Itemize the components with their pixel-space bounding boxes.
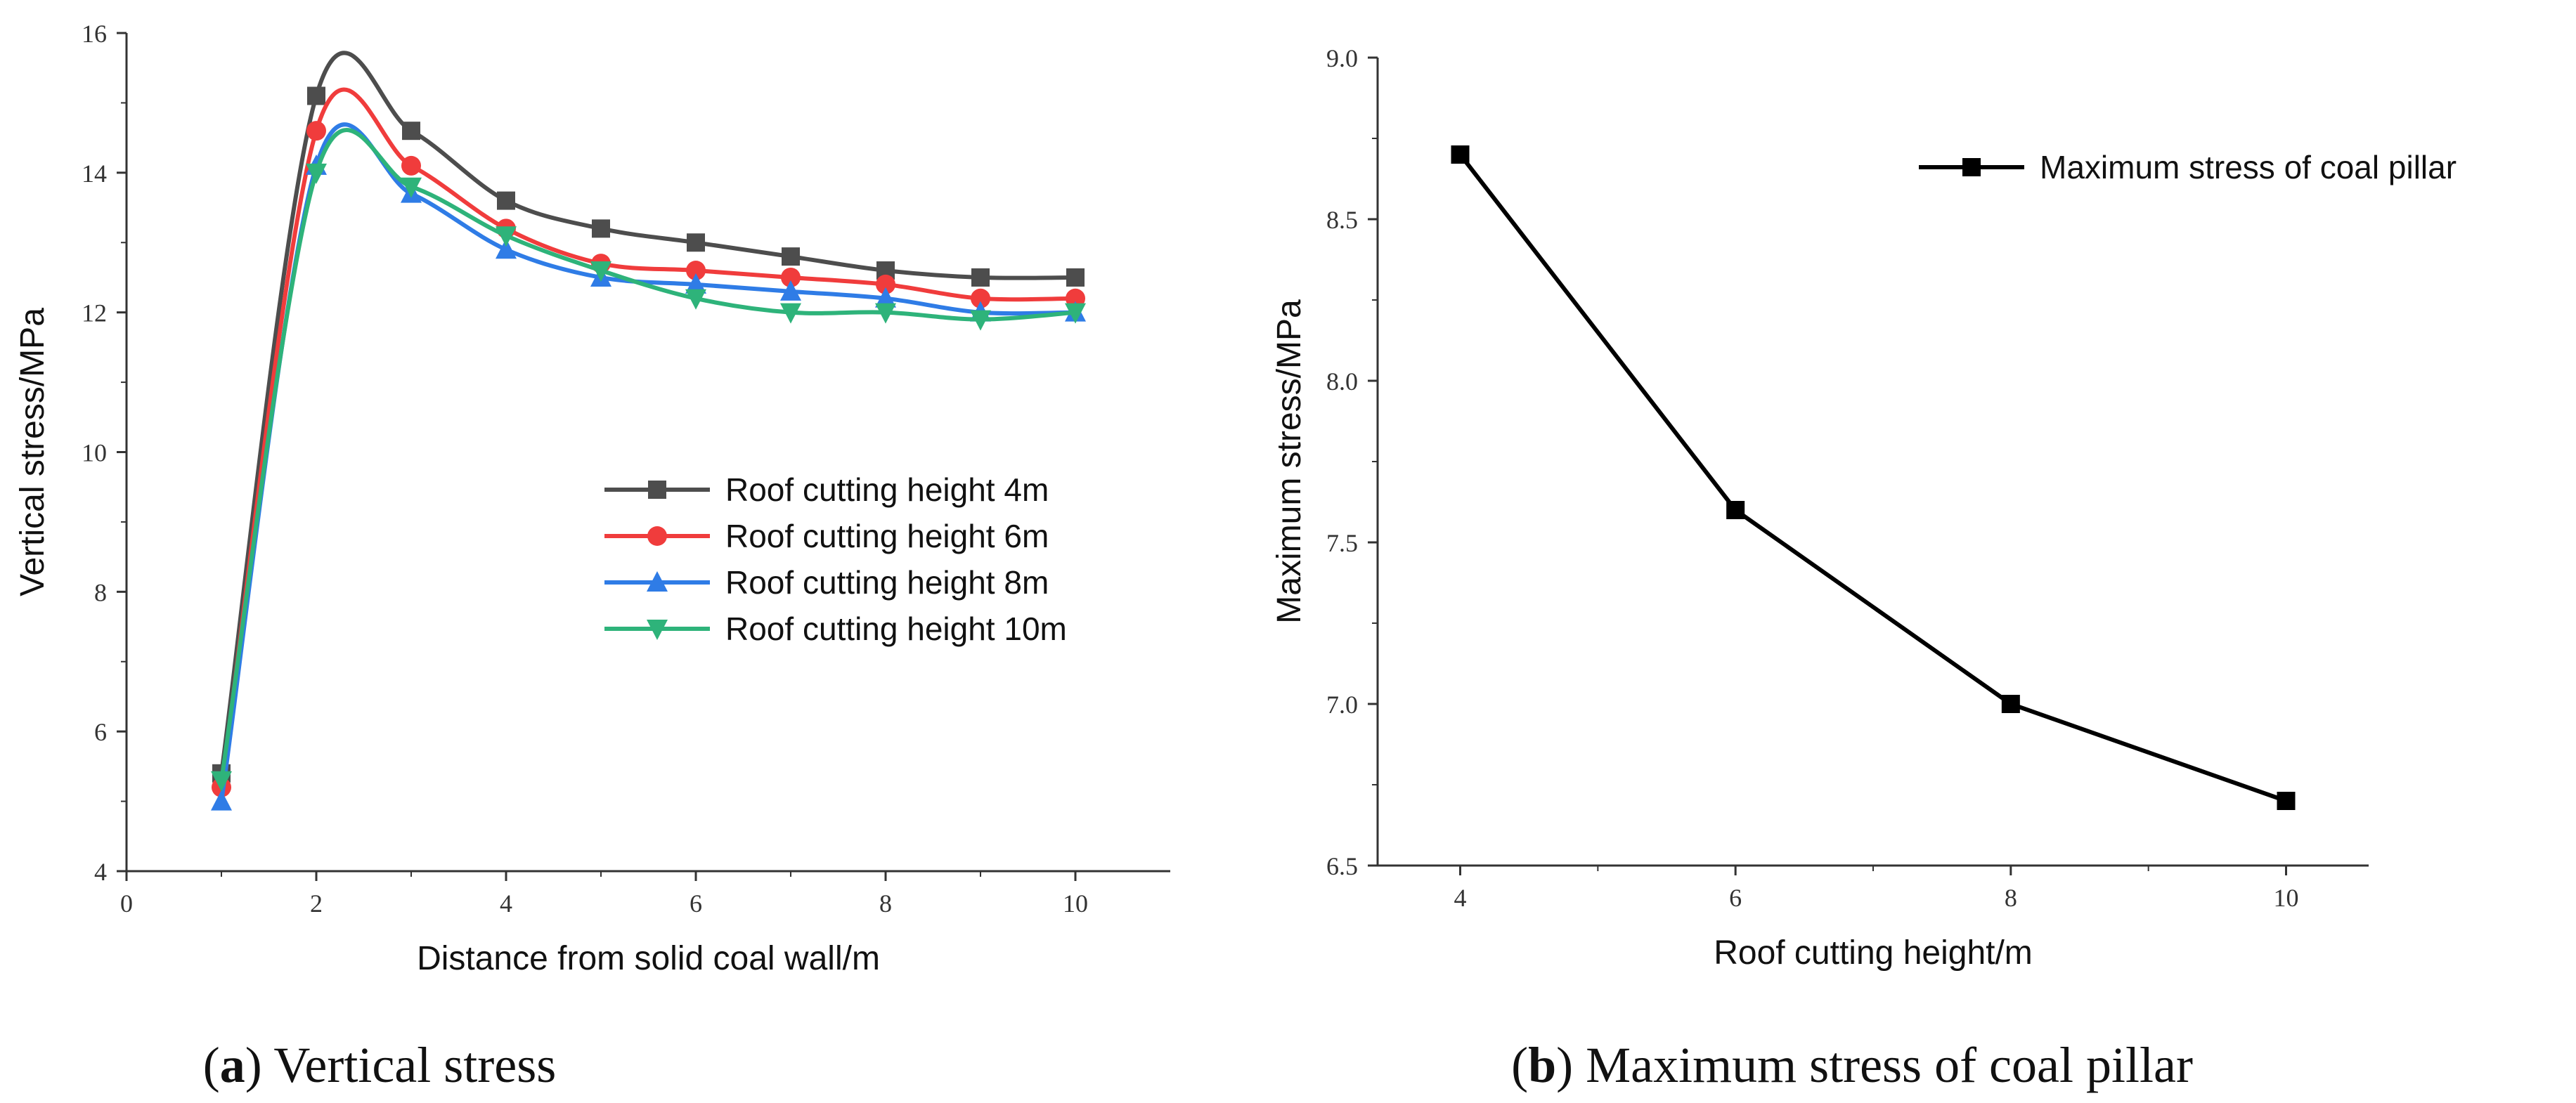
- data-point: [592, 219, 610, 238]
- data-point: [1065, 303, 1086, 324]
- legend-item: Maximum stress of coal pillar: [1919, 149, 2457, 185]
- data-point: [307, 86, 325, 105]
- legend-item: Roof cutting height 6m: [604, 518, 1049, 554]
- data-point: [401, 155, 421, 176]
- y-tick-label: 8.0: [1326, 367, 1358, 396]
- series-line-4: [219, 128, 1076, 781]
- data-point: [971, 268, 990, 287]
- x-tick-label: 6: [690, 889, 702, 918]
- data-point: [1726, 501, 1745, 519]
- legend-label: Roof cutting height 4m: [725, 471, 1049, 508]
- x-axis-title: Roof cutting height/m: [1714, 934, 2033, 972]
- caption-a-text: Vertical stress: [273, 1037, 556, 1093]
- x-tick-label: 10: [1063, 889, 1088, 918]
- y-tick-label: 9.0: [1326, 44, 1358, 72]
- x-tick-label: 2: [310, 889, 323, 918]
- y-tick-label: 8.5: [1326, 206, 1358, 234]
- caption-b: (b) Maximum stress of coal pillar: [1511, 1037, 2193, 1093]
- data-point: [211, 771, 232, 792]
- legend-label: Roof cutting height 6m: [725, 518, 1049, 554]
- data-point: [685, 289, 706, 310]
- data-point: [211, 790, 232, 811]
- x-tick-label: 0: [120, 889, 133, 918]
- data-point: [2277, 792, 2296, 810]
- series-line-1: [219, 51, 1076, 774]
- legend-item: Roof cutting height 10m: [604, 611, 1067, 647]
- y-axis-title: Vertical stress/MPa: [14, 308, 51, 596]
- data-point: [401, 177, 422, 198]
- legend-swatch-marker: [648, 481, 666, 499]
- caption-a: (a) Vertical stress: [203, 1037, 557, 1093]
- y-tick-label: 14: [82, 159, 107, 188]
- series-line-2: [219, 87, 1076, 788]
- x-tick-label: 4: [1454, 884, 1467, 912]
- legend-item: Roof cutting height 4m: [604, 471, 1049, 508]
- legend-label: Roof cutting height 8m: [725, 564, 1049, 601]
- data-point: [875, 303, 896, 324]
- legend-label: Roof cutting height 10m: [725, 611, 1067, 647]
- legend-swatch-marker: [1962, 158, 1981, 176]
- chart-panel-maximum-stress: 4 6 8 10 6.5 7.0 7.5 8.0 8.5 9.0 Roof cutting heig…: [1271, 44, 2457, 972]
- x-tick-label: 8: [2005, 884, 2017, 912]
- data-point: [970, 310, 991, 331]
- legend-swatch-marker: [647, 620, 668, 640]
- x-tick-label: 6: [1729, 884, 1742, 912]
- data-point: [782, 247, 800, 266]
- data-point: [686, 261, 706, 281]
- caption-a-letter: a: [220, 1037, 245, 1093]
- y-tick-label: 4: [94, 858, 107, 886]
- data-point: [306, 163, 327, 184]
- data-point: [971, 288, 990, 308]
- legend-swatch-marker: [647, 526, 667, 546]
- caption-b-text: Maximum stress of coal pillar: [1586, 1037, 2193, 1093]
- y-axis-title: Maximum stress/MPa: [1271, 299, 1308, 624]
- data-point: [2001, 695, 2020, 713]
- data-point: [875, 287, 896, 308]
- caption-b-letter: b: [1528, 1037, 1556, 1093]
- y-tick-label: 8: [94, 578, 107, 606]
- x-tick-label: 4: [500, 889, 512, 918]
- y-tick-label: 16: [82, 20, 107, 48]
- chart-panel-vertical-stress: 0 2 4 6 8 10 4 6 8 10 12 14 16 Distance from solid co…: [14, 20, 1170, 977]
- legend-swatch-marker: [647, 571, 668, 592]
- data-point: [306, 121, 326, 141]
- y-tick-label: 7.5: [1326, 529, 1358, 557]
- y-tick-label: 7.0: [1326, 691, 1358, 719]
- data-point: [496, 226, 517, 247]
- data-point: [497, 191, 515, 210]
- data-point: [402, 122, 420, 141]
- data-point: [781, 267, 801, 287]
- legend-item: Roof cutting height 8m: [604, 564, 1049, 601]
- data-point: [780, 303, 801, 324]
- data-point: [1451, 145, 1470, 164]
- data-point: [687, 233, 705, 252]
- y-tick-label: 6: [94, 718, 107, 746]
- x-tick-label: 10: [2274, 884, 2299, 912]
- series-line-3: [219, 122, 1076, 802]
- x-tick-label: 8: [879, 889, 892, 918]
- data-point: [685, 273, 706, 294]
- x-axis-title: Distance from solid coal wall/m: [417, 940, 880, 977]
- legend-label: Maximum stress of coal pillar: [2040, 149, 2457, 185]
- series-line-1: [1458, 153, 2287, 803]
- data-point: [876, 274, 895, 294]
- data-point: [496, 238, 517, 259]
- data-point: [1066, 268, 1085, 287]
- y-tick-label: 12: [82, 299, 107, 327]
- y-tick-label: 10: [82, 439, 107, 467]
- y-tick-label: 6.5: [1326, 852, 1358, 880]
- data-point: [590, 261, 611, 282]
- data-point: [780, 280, 801, 301]
